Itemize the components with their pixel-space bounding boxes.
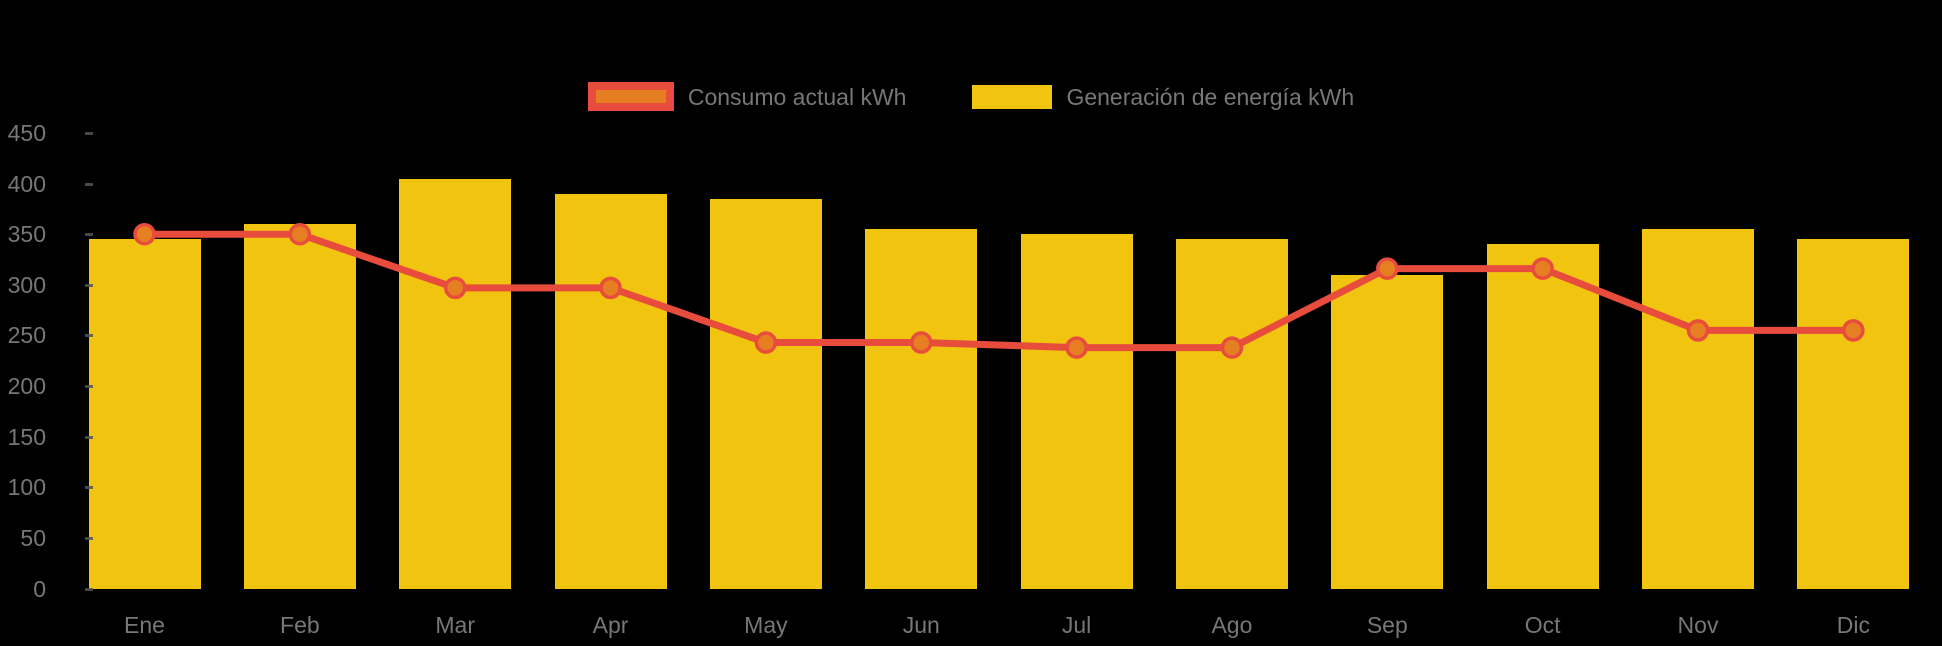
- legend-label-generacion: Generación de energía kWh: [1066, 83, 1355, 110]
- bar-ene[interactable]: [88, 239, 201, 590]
- y-axis-tick-50: [85, 536, 93, 540]
- point-oct[interactable]: [1531, 257, 1554, 280]
- legend: Consumo actual kWh Generación de energía…: [0, 82, 1942, 111]
- y-axis-label-250: 250: [7, 322, 46, 349]
- bar-jul[interactable]: [1020, 234, 1133, 590]
- x-axis-label-sep: Sep: [1366, 612, 1408, 638]
- bar-jun[interactable]: [865, 229, 978, 590]
- y-axis-label-400: 400: [7, 170, 46, 197]
- bar-feb[interactable]: [243, 224, 356, 590]
- x-axis-label-jul: Jul: [1061, 612, 1092, 638]
- y-axis-label-300: 300: [7, 271, 46, 298]
- y-axis-label-100: 100: [7, 474, 46, 501]
- point-ago[interactable]: [1220, 336, 1244, 359]
- bar-sep[interactable]: [1331, 274, 1444, 590]
- bar-oct[interactable]: [1486, 244, 1599, 590]
- y-axis-tick-350: [85, 233, 93, 237]
- y-axis-label-200: 200: [7, 373, 46, 400]
- y-axis-tick-200: [85, 385, 93, 389]
- legend-item-consumo[interactable]: Consumo actual kWh: [587, 82, 907, 111]
- y-axis-label-450: 450: [7, 120, 46, 146]
- consumo-legend-swatch: [587, 82, 674, 111]
- point-nov[interactable]: [1686, 319, 1710, 342]
- bar-ago[interactable]: [1175, 239, 1288, 590]
- x-axis-label-may: May: [744, 612, 788, 638]
- x-axis-label-dic: Dic: [1836, 612, 1870, 638]
- point-jun[interactable]: [910, 331, 933, 354]
- y-axis-tick-150: [85, 435, 93, 439]
- y-axis-tick-450: [85, 132, 93, 135]
- y-axis-label-350: 350: [7, 221, 46, 248]
- generacion-legend-swatch: [972, 84, 1053, 109]
- point-jul[interactable]: [1065, 336, 1088, 359]
- point-mar[interactable]: [443, 276, 467, 300]
- legend-item-generacion[interactable]: Generación de energía kWh: [972, 83, 1354, 111]
- point-sep[interactable]: [1376, 257, 1399, 280]
- consumo-line[interactable]: [141, 230, 1857, 352]
- point-may[interactable]: [754, 331, 778, 354]
- bar-nov[interactable]: [1642, 229, 1754, 590]
- x-axis-label-nov: Nov: [1677, 612, 1719, 638]
- x-axis-label-oct: Oct: [1524, 612, 1561, 638]
- x-axis-label-apr: Apr: [592, 612, 629, 638]
- x-axis-label-ago: Ago: [1211, 612, 1253, 638]
- bar-apr[interactable]: [554, 193, 667, 590]
- x-axis-label-feb: Feb: [280, 612, 320, 638]
- y-axis-tick-0: [85, 587, 93, 591]
- y-axis-tick-300: [85, 283, 93, 287]
- x-axis-label-jun: Jun: [902, 612, 940, 638]
- y-axis-label-50: 50: [20, 524, 46, 551]
- y-axis-tick-400: [85, 182, 93, 186]
- y-axis-label-0: 0: [33, 575, 46, 602]
- bar-dic[interactable]: [1797, 239, 1910, 590]
- point-apr[interactable]: [599, 276, 622, 300]
- legend-label-consumo: Consumo actual kWh: [687, 83, 907, 110]
- point-feb[interactable]: [288, 222, 312, 246]
- x-axis-label-ene: Ene: [124, 612, 165, 638]
- point-ene[interactable]: [133, 222, 156, 246]
- bar-may[interactable]: [709, 198, 822, 590]
- point-dic[interactable]: [1842, 319, 1865, 342]
- y-axis-label-150: 150: [7, 423, 46, 450]
- y-axis-tick-250: [85, 334, 93, 338]
- bar-mar[interactable]: [399, 178, 512, 590]
- x-axis-label-mar: Mar: [435, 612, 475, 638]
- y-axis-tick-100: [85, 486, 93, 490]
